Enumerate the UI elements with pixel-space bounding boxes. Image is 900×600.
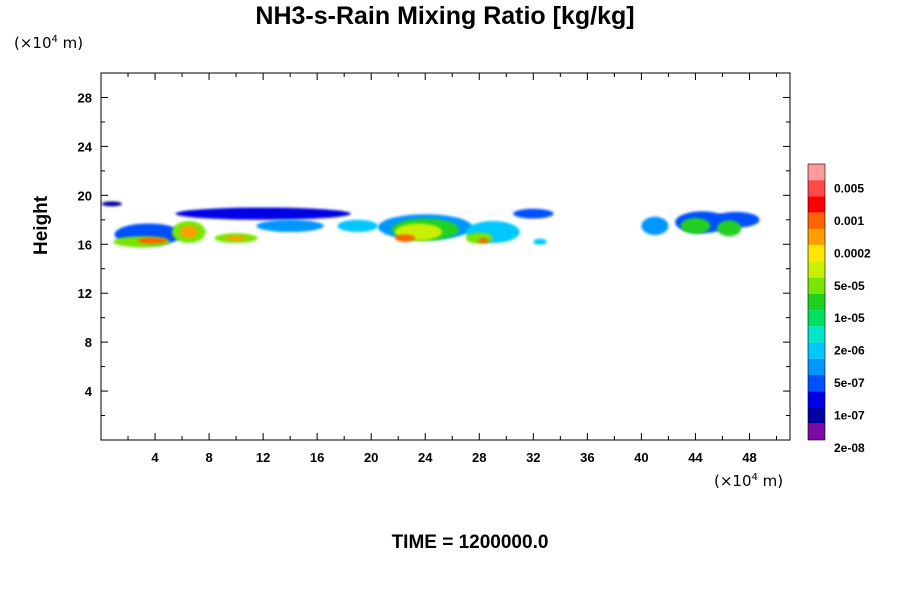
y-tick-label-16: 16 <box>78 237 92 252</box>
colorbar-swatch-14 <box>808 391 825 408</box>
x-unit-suffix: m) <box>757 472 784 490</box>
colorbar-label-2: 0.0002 <box>834 246 871 260</box>
colorbar-swatch-15 <box>808 407 825 424</box>
colorbar-swatch-10 <box>808 326 825 343</box>
field-blob-3 <box>513 208 554 219</box>
colorbar-swatch-16 <box>808 423 825 440</box>
colorbar-swatch-8 <box>808 293 825 311</box>
colorbar-swatch-11 <box>808 342 825 359</box>
field-blob-14 <box>717 220 742 237</box>
x-tick-label-24: 24 <box>418 450 433 465</box>
colorbar-swatch-5 <box>808 245 825 262</box>
colorbar-swatch-13 <box>808 375 825 392</box>
x-tick-label-8: 8 <box>205 450 212 465</box>
chart-title: NH3-s-Rain Mixing Ratio [kg/kg] <box>255 2 635 30</box>
x-tick-label-28: 28 <box>472 450 486 465</box>
y-unit-prefix: (×10 <box>14 34 52 52</box>
field-blob-20 <box>180 225 198 239</box>
y-tick-label-20: 20 <box>78 188 92 203</box>
colorbar: 0.005 0.001 0.0002 5e-05 1e-05 2e-06 5e-07 1e-0… <box>807 163 871 455</box>
colorbar-label-6: 5e-07 <box>834 376 865 390</box>
field-blob-24 <box>477 238 489 244</box>
field-blob-8 <box>641 216 669 236</box>
x-tick-label-20: 20 <box>364 450 378 465</box>
colorbar-swatch-4 <box>808 228 825 246</box>
colorbar-label-5: 2e-06 <box>834 344 865 358</box>
colorbar-label-1: 0.001 <box>834 214 864 228</box>
x-tick-label-48: 48 <box>742 450 756 465</box>
field-blob-22 <box>137 237 168 244</box>
colorbar-swatch-3 <box>808 212 825 229</box>
colorbar-frame <box>807 163 826 441</box>
x-tick-label-4: 4 <box>151 450 159 465</box>
colorbar-label-0: 0.005 <box>834 181 864 195</box>
y-axis-unit: (×104 m) <box>14 34 83 52</box>
colorbar-label-4: 1e-05 <box>834 311 865 325</box>
colorbar-label-3: 5e-05 <box>834 279 865 293</box>
y-unit-exponent: 4 <box>51 34 58 45</box>
field-blob-21 <box>225 235 247 241</box>
field-blob-11 <box>533 238 547 245</box>
field-blob-1 <box>175 207 351 220</box>
x-tick-label-44: 44 <box>688 450 703 465</box>
colorbar-label-7: 1e-07 <box>834 409 865 423</box>
y-tick-label-28: 28 <box>78 90 92 105</box>
field-blob-0 <box>101 201 122 207</box>
colorbar-swatch-9 <box>808 310 825 327</box>
x-tick-label-16: 16 <box>310 450 324 465</box>
data-field <box>101 201 760 248</box>
colorbar-swatch-7 <box>808 277 825 294</box>
field-blob-9 <box>337 219 378 233</box>
x-axis-unit: (×104 m) <box>714 472 783 490</box>
x-tick-label-32: 32 <box>526 450 540 465</box>
y-tick-label-4: 4 <box>85 384 93 399</box>
x-unit-prefix: (×10 <box>714 472 752 490</box>
colorbar-swatch-0 <box>808 164 825 181</box>
colorbar-swatch-12 <box>808 358 825 376</box>
plot-frame <box>100 72 791 441</box>
x-unit-exponent: 4 <box>751 472 758 483</box>
field-blob-6 <box>256 219 324 233</box>
x-tick-label-36: 36 <box>580 450 594 465</box>
colorbar-label-8: 2e-08 <box>834 441 865 455</box>
x-tick-label-12: 12 <box>256 450 270 465</box>
colorbar-swatch-6 <box>808 261 825 278</box>
colorbar-swatch-2 <box>808 196 825 213</box>
field-blob-23 <box>394 234 416 242</box>
y-tick-label-8: 8 <box>85 335 92 350</box>
y-tick-label-24: 24 <box>78 139 93 154</box>
y-tick-label-12: 12 <box>78 286 92 301</box>
y-unit-suffix: m) <box>57 34 84 52</box>
field-blob-13 <box>680 217 711 234</box>
time-label: TIME = 1200000.0 <box>391 532 549 553</box>
colorbar-swatch-1 <box>808 180 825 197</box>
x-tick-label-40: 40 <box>634 450 648 465</box>
